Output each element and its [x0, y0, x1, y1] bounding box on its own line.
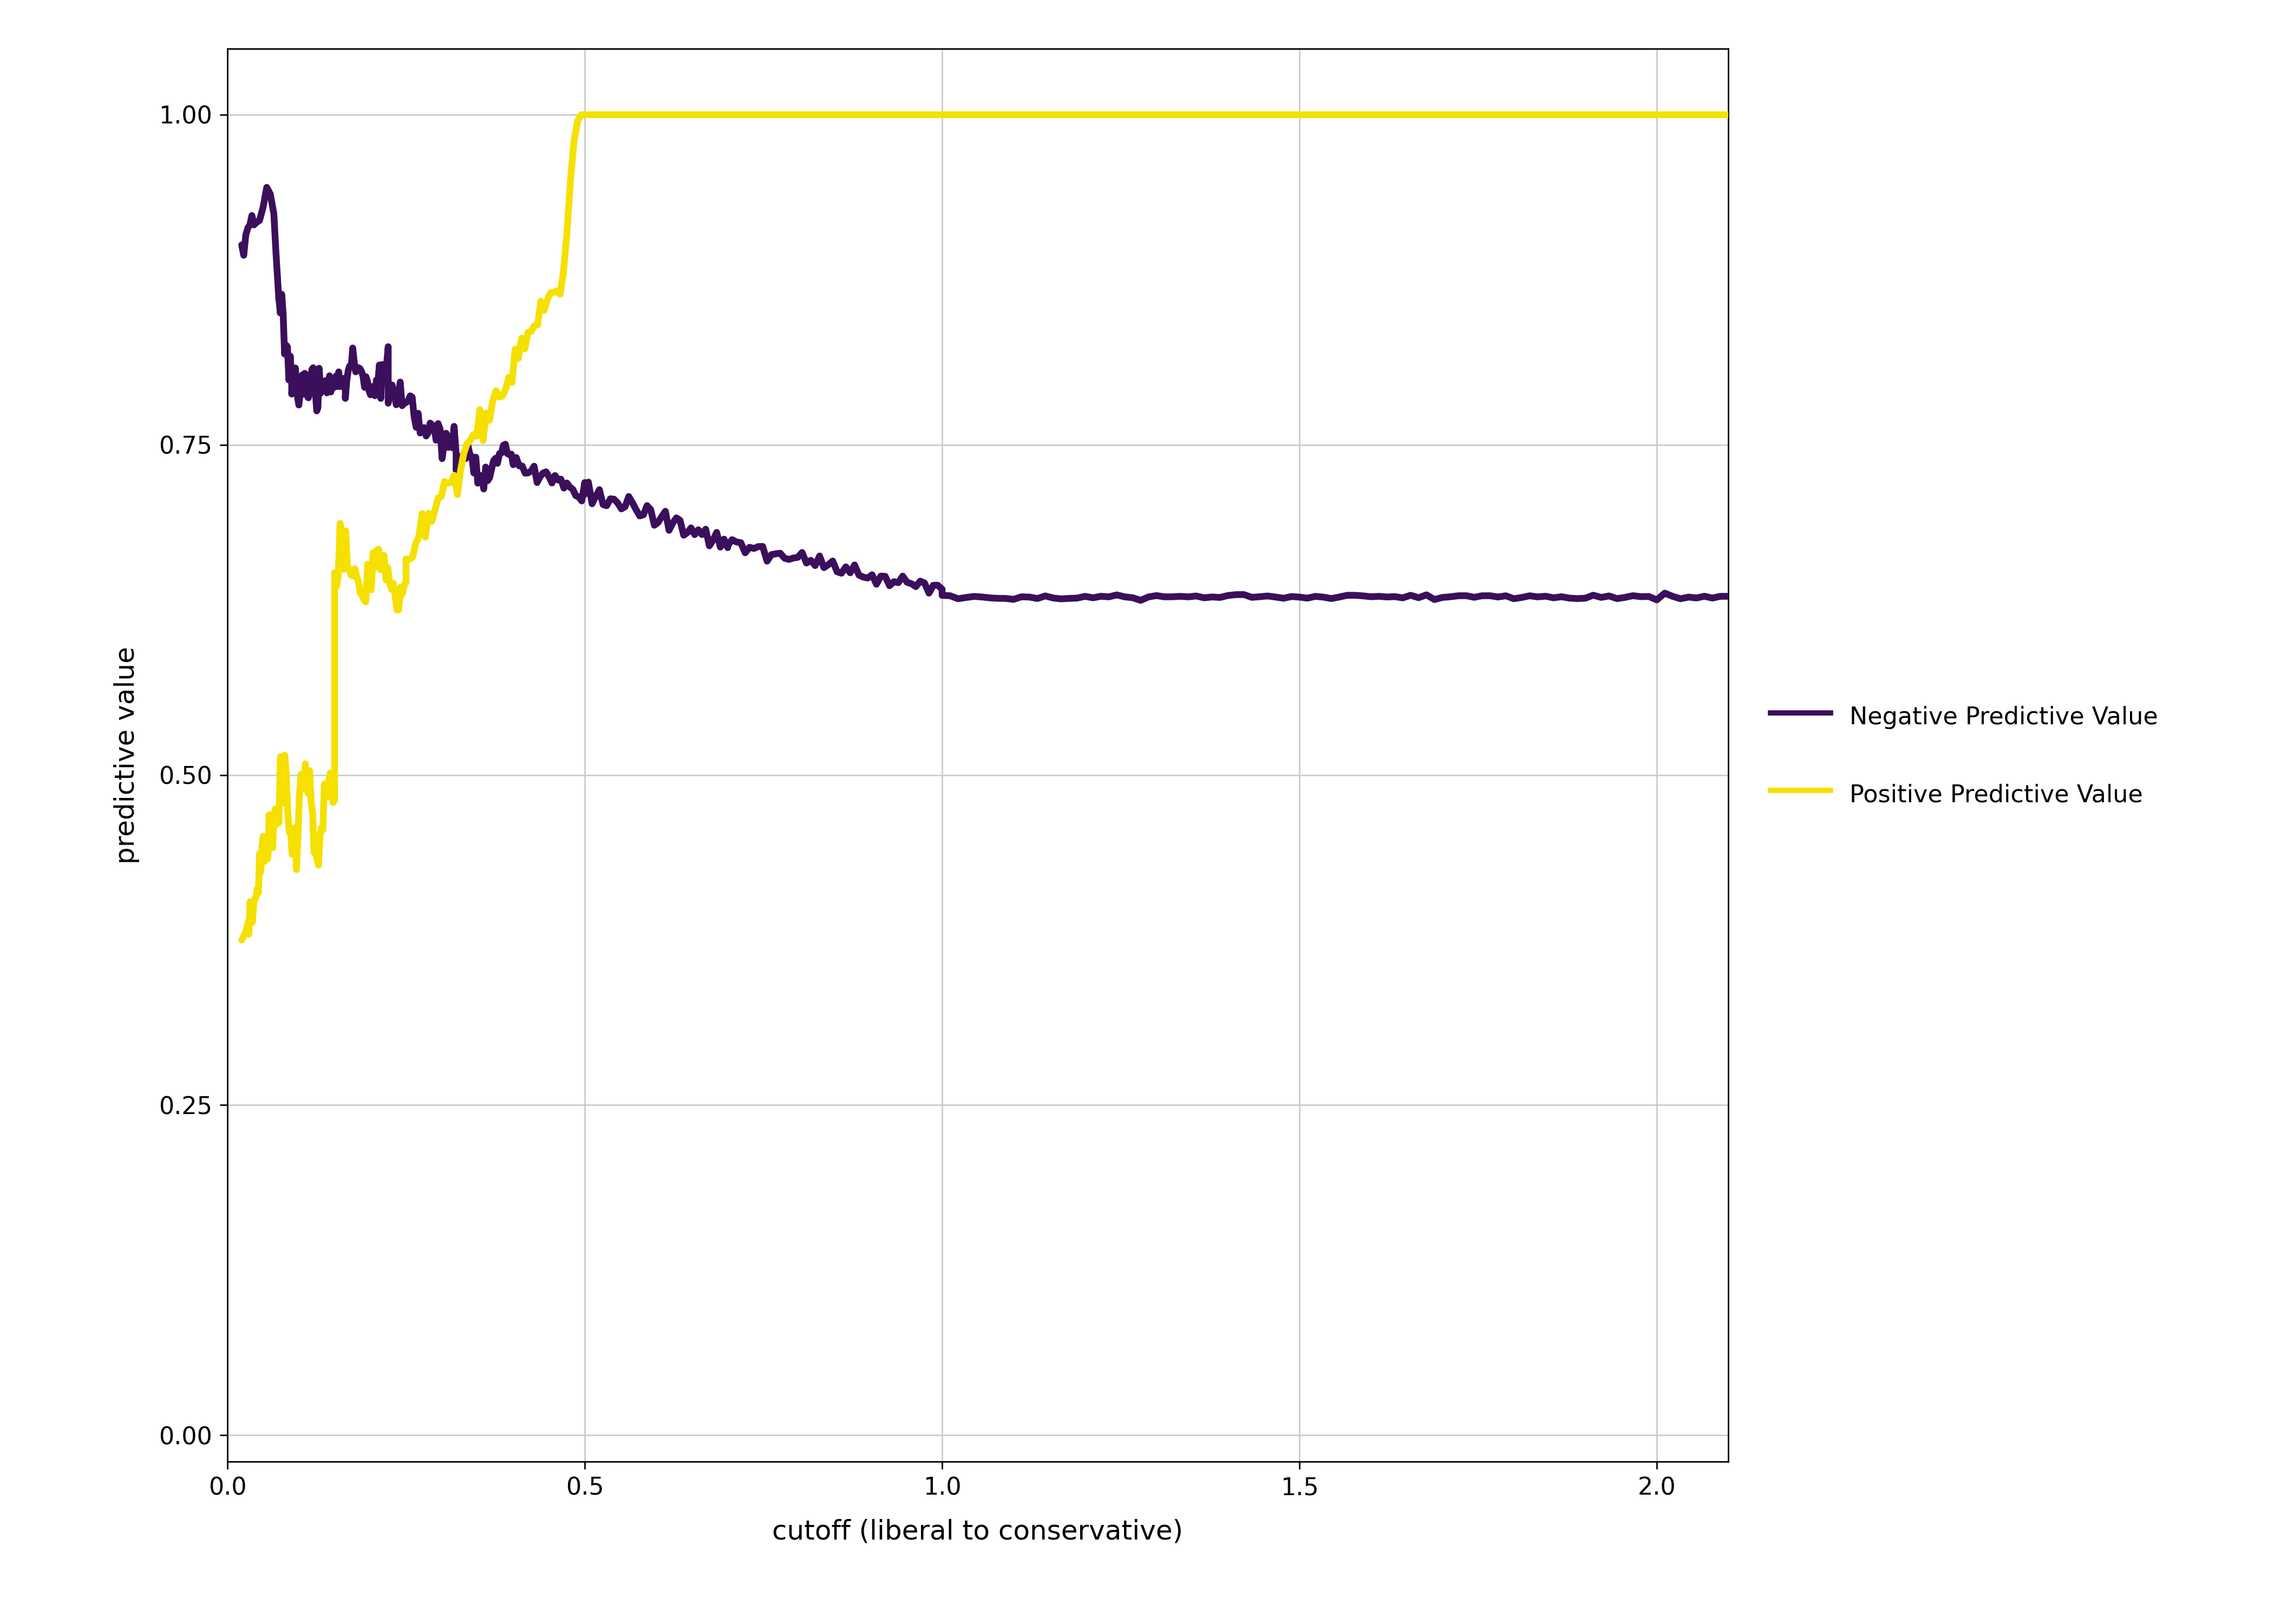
Legend: Negative Predictive Value, Positive Predictive Value: Negative Predictive Value, Positive Pred…	[1769, 702, 2158, 809]
Y-axis label: predictive value: predictive value	[114, 646, 141, 864]
X-axis label: cutoff (liberal to conservative): cutoff (liberal to conservative)	[773, 1518, 1182, 1544]
